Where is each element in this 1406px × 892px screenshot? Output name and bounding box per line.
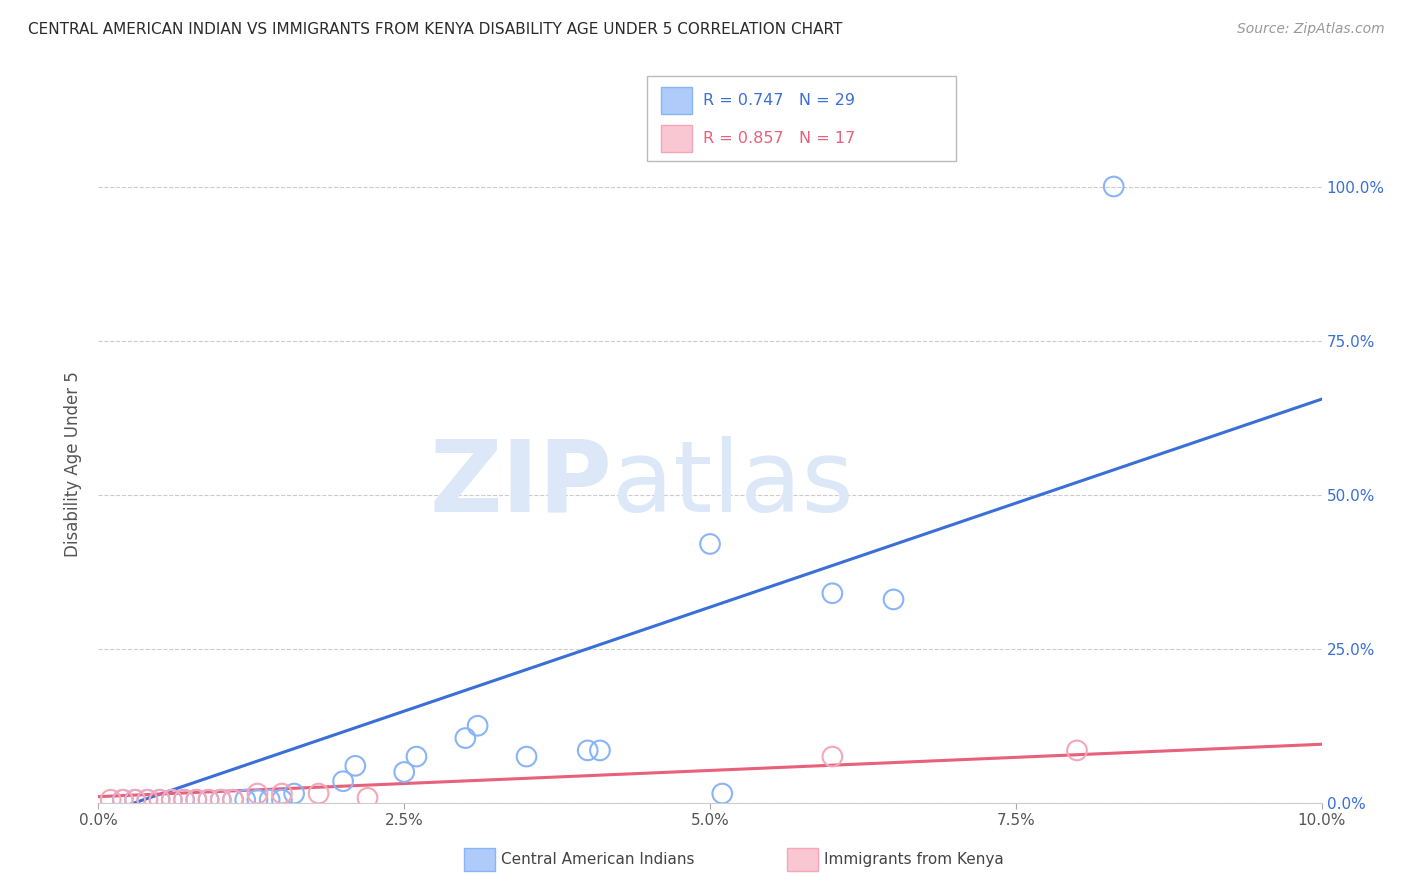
Point <box>711 787 734 801</box>
Point <box>124 793 146 807</box>
Point <box>209 793 232 807</box>
Point <box>197 793 219 807</box>
Point <box>392 764 416 779</box>
Point <box>111 793 134 807</box>
Text: ZIP: ZIP <box>429 435 612 533</box>
Point <box>149 793 172 807</box>
Point <box>111 793 134 807</box>
Point <box>136 793 159 807</box>
Point <box>308 787 330 801</box>
Point <box>209 793 232 807</box>
Text: CENTRAL AMERICAN INDIAN VS IMMIGRANTS FROM KENYA DISABILITY AGE UNDER 5 CORRELAT: CENTRAL AMERICAN INDIAN VS IMMIGRANTS FR… <box>28 22 842 37</box>
Point <box>173 793 195 807</box>
Point <box>160 793 183 807</box>
Point <box>344 759 367 773</box>
Point <box>283 787 305 801</box>
Point <box>222 793 245 807</box>
Text: Source: ZipAtlas.com: Source: ZipAtlas.com <box>1237 22 1385 37</box>
Point <box>467 719 489 733</box>
Point <box>1102 179 1125 194</box>
Point <box>173 793 195 807</box>
Point <box>124 793 146 807</box>
Point <box>699 537 721 551</box>
Point <box>149 793 172 807</box>
Point <box>405 749 427 764</box>
Point <box>589 743 612 757</box>
Point <box>259 793 281 807</box>
Point <box>454 731 477 745</box>
Point <box>246 793 269 807</box>
Point <box>100 793 122 807</box>
Point <box>821 586 844 600</box>
Point <box>270 787 292 801</box>
Point <box>222 793 245 807</box>
Point <box>332 774 354 789</box>
Point <box>883 592 905 607</box>
Point <box>576 743 599 757</box>
Point <box>136 793 159 807</box>
Point <box>233 793 256 807</box>
Text: Immigrants from Kenya: Immigrants from Kenya <box>824 853 1004 867</box>
Text: Central American Indians: Central American Indians <box>501 853 695 867</box>
Point <box>160 793 183 807</box>
Point <box>356 790 378 805</box>
Point <box>186 793 208 807</box>
Point <box>197 793 219 807</box>
Point <box>270 793 292 807</box>
Point <box>516 749 538 764</box>
Text: atlas: atlas <box>612 435 853 533</box>
Point <box>186 793 208 807</box>
Point <box>821 749 844 764</box>
Text: R = 0.747   N = 29: R = 0.747 N = 29 <box>703 94 855 108</box>
Text: R = 0.857   N = 17: R = 0.857 N = 17 <box>703 131 855 145</box>
Point <box>1066 743 1088 757</box>
Y-axis label: Disability Age Under 5: Disability Age Under 5 <box>65 371 83 557</box>
Point <box>246 787 269 801</box>
